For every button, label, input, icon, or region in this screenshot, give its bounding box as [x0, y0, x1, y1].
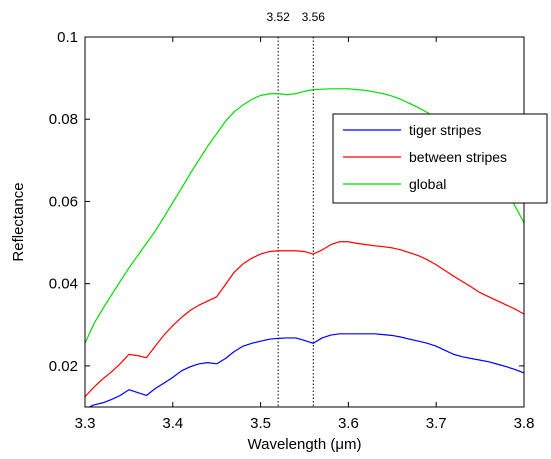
x-tick-label: 3.6	[338, 415, 359, 432]
x-tick-label: 3.4	[162, 415, 183, 432]
x-axis: 3.3 3.4 3.5 3.6 3.7 3.8	[75, 37, 535, 432]
x-tick-label: 3.8	[514, 415, 535, 432]
y-axis: 0.02 0.04 0.06 0.08 0.1	[49, 29, 524, 375]
plot-area	[85, 37, 524, 407]
plot-border	[84, 36, 525, 408]
x-axis-label: Wavelength (μm)	[248, 436, 362, 453]
legend-label-between-stripes: between stripes	[409, 149, 507, 165]
series-line-tiger-stripes	[87, 333, 524, 407]
y-tick-label: 0.06	[49, 193, 78, 210]
marker-label-3.52: 3.52	[266, 10, 290, 24]
legend-box	[332, 113, 548, 204]
marker-label-3.56: 3.56	[302, 10, 326, 24]
legend-label-tiger-stripes: tiger stripes	[409, 122, 481, 138]
series-line-between-stripes	[85, 241, 524, 398]
y-tick-label: 0.02	[49, 358, 78, 375]
legend: tiger stripes between stripes global	[332, 113, 548, 204]
y-tick-label: 0.04	[49, 276, 78, 293]
y-axis-label: Reflectance	[10, 182, 27, 261]
x-tick-label: 3.5	[250, 415, 271, 432]
x-tick-label: 3.7	[426, 415, 447, 432]
x-tick-label: 3.3	[75, 415, 96, 432]
vertical-markers: 3.52 3.56	[266, 10, 325, 407]
y-tick-label: 0.08	[49, 111, 78, 128]
y-tick-label: 0.1	[57, 29, 78, 46]
legend-label-global: global	[409, 176, 446, 192]
